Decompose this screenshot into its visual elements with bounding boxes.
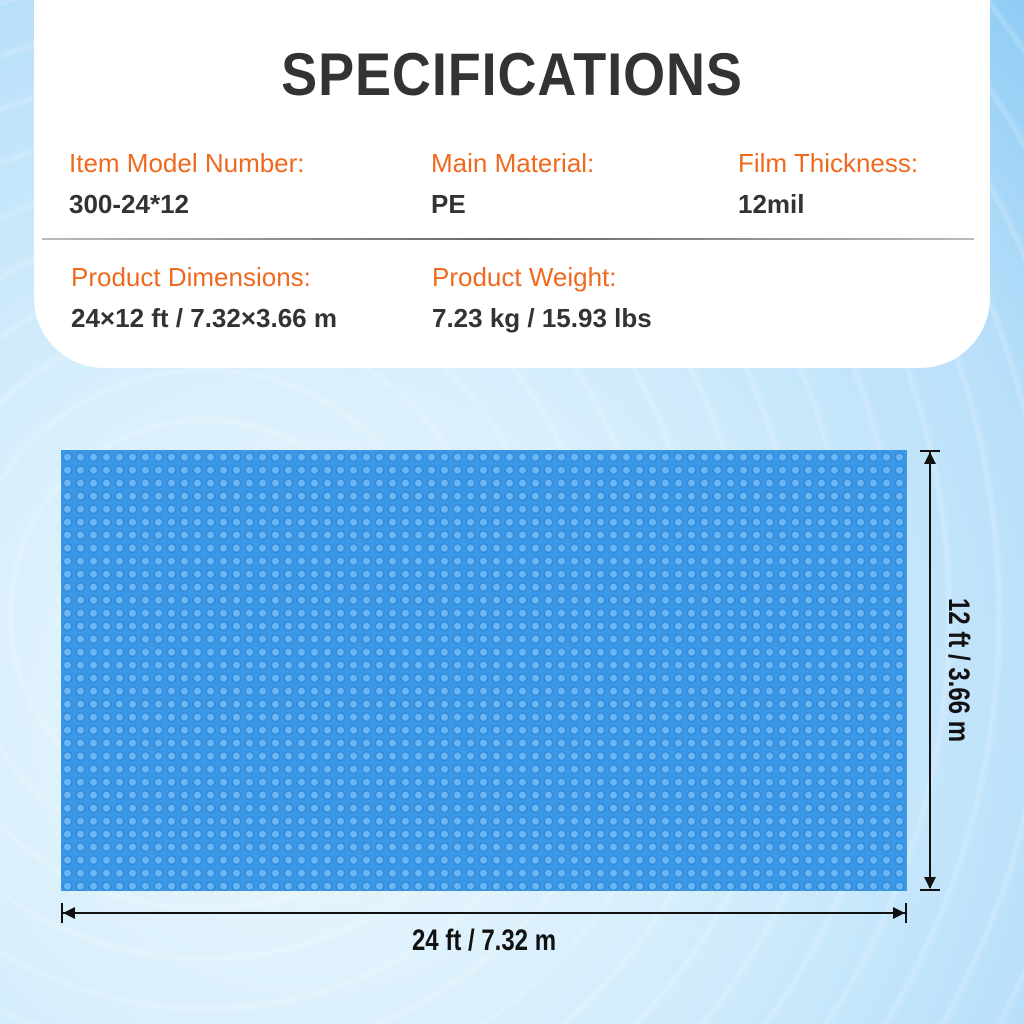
dimension-tick (920, 450, 940, 452)
spec-model-number: Item Model Number: 300-24*12 (69, 148, 305, 220)
width-dimension-line (62, 912, 906, 914)
page-title: SPECIFICATIONS (281, 41, 743, 108)
arrow-up-icon (924, 452, 936, 464)
spec-value: 300-24*12 (69, 189, 189, 219)
spec-value: 7.23 kg / 15.93 lbs (432, 303, 652, 333)
arrow-left-icon (63, 907, 75, 919)
dimension-tick (905, 903, 907, 923)
height-dimension-line (929, 452, 931, 888)
dimension-tick (920, 889, 940, 891)
width-label: 24 ft / 7.32 m (411, 924, 557, 957)
height-label: 12 ft / 3.66 m (942, 597, 975, 743)
pool-cover-image (61, 450, 907, 891)
spec-weight: Product Weight: 7.23 kg / 15.93 lbs (432, 262, 652, 334)
spec-label: Product Dimensions: (71, 262, 311, 292)
arrow-right-icon (893, 907, 905, 919)
spec-label: Film Thickness: (738, 148, 919, 178)
spec-value: PE (431, 189, 466, 219)
arrow-down-icon (924, 877, 936, 889)
spec-label: Main Material: (431, 148, 595, 178)
spec-label: Item Model Number: (69, 148, 305, 178)
spec-card (34, 0, 990, 368)
spec-value: 12mil (738, 189, 805, 219)
divider (42, 238, 974, 240)
spec-value: 24×12 ft / 7.32×3.66 m (71, 303, 337, 333)
spec-material: Main Material: PE (431, 148, 594, 220)
spec-label: Product Weight: (432, 262, 617, 292)
spec-thickness: Film Thickness: 12mil (738, 148, 918, 220)
spec-dimensions: Product Dimensions: 24×12 ft / 7.32×3.66 … (71, 262, 337, 334)
dimension-tick (61, 903, 63, 923)
